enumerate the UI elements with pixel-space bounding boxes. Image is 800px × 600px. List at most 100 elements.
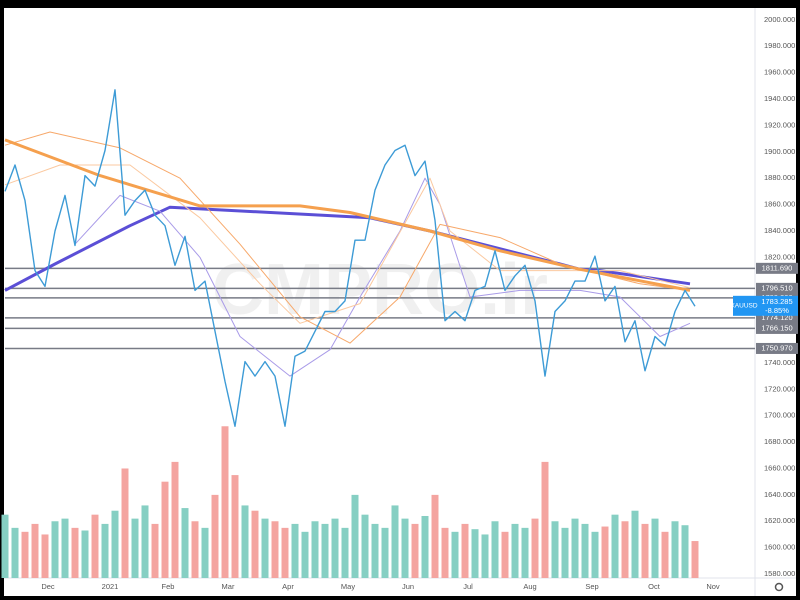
volume-bar <box>421 515 429 578</box>
volume-bar <box>281 527 289 578</box>
volume-bar <box>591 531 599 578</box>
volume-bar <box>291 523 299 578</box>
volume-bar <box>471 529 479 578</box>
volume-bar <box>111 510 119 578</box>
y-tick-label: 1840.000 <box>764 226 795 235</box>
y-tick-label: 1700.000 <box>764 411 795 420</box>
volume-bar <box>551 521 559 578</box>
volume-bar <box>371 523 379 578</box>
volume-bar <box>571 518 579 578</box>
volume-bar <box>611 514 619 578</box>
volume-bar <box>161 481 169 578</box>
volume-bar <box>251 510 259 578</box>
volume-bar <box>271 521 279 578</box>
volume-bar <box>401 518 409 578</box>
current-price-label: 1783.285 <box>761 297 792 306</box>
volume-bar <box>301 531 309 578</box>
y-tick-label: 1880.000 <box>764 173 795 182</box>
volume-bar <box>61 518 69 578</box>
volume-bar <box>491 521 499 578</box>
volume-bar <box>621 521 629 578</box>
volume-bar <box>101 523 109 578</box>
y-tick-label: 1620.000 <box>764 516 795 525</box>
level-label-box <box>756 282 798 294</box>
y-tick-label: 1900.000 <box>764 147 795 156</box>
volume-bar <box>411 523 419 578</box>
y-tick-label: 1580.000 <box>764 569 795 578</box>
y-tick-label: 2000.000 <box>764 15 795 24</box>
volume-bar <box>481 534 489 578</box>
volume-bar <box>311 521 319 578</box>
x-tick-label: Aug <box>523 582 536 591</box>
volume-bar <box>451 531 459 578</box>
volume-bar <box>391 505 399 578</box>
x-tick-label: Mar <box>222 582 235 591</box>
x-tick-label: May <box>341 582 355 591</box>
symbol-label: XAUUSD <box>730 303 757 310</box>
level-label-box <box>756 262 798 274</box>
x-tick-label: 2021 <box>102 582 119 591</box>
volume-bar <box>1 514 9 578</box>
volume-bar <box>201 527 209 578</box>
volume-bar <box>81 530 89 578</box>
chart-background <box>4 8 796 596</box>
series-line <box>4 164 691 324</box>
plot-area <box>1 89 755 578</box>
settings-icon[interactable] <box>774 582 784 592</box>
volume-bar <box>431 494 439 578</box>
volume-bar <box>171 461 179 578</box>
x-tick-label: Nov <box>706 582 720 591</box>
volume-bar <box>241 505 249 578</box>
volume-bar <box>511 523 519 578</box>
volume-bar <box>151 523 159 578</box>
x-tick-label: Feb <box>162 582 175 591</box>
volume-bar <box>331 518 339 578</box>
y-tick-label: 1680.000 <box>764 437 795 446</box>
level-label-box <box>756 312 798 324</box>
volume-bar <box>361 514 369 578</box>
volume-bar <box>131 518 139 578</box>
volume-bar <box>691 541 699 578</box>
y-tick-label: 1600.000 <box>764 543 795 552</box>
level-label-box <box>756 322 798 334</box>
volume-bar <box>321 523 329 578</box>
volume-bar <box>681 525 689 578</box>
gear[interactable] <box>774 582 784 592</box>
level-label: 1796.510 <box>761 283 792 292</box>
level-label: 1774.120 <box>761 313 792 322</box>
volume-bar <box>651 518 659 578</box>
volume-bar <box>191 521 199 578</box>
level-label: 1811.690 <box>762 263 793 272</box>
volume-bar <box>581 523 589 578</box>
volume-bar <box>541 461 549 578</box>
level-label: 1750.970 <box>761 343 792 352</box>
volume-bar <box>211 494 219 578</box>
volume-bar <box>661 531 669 578</box>
volume-bar <box>641 523 649 578</box>
volume-bar <box>601 526 609 578</box>
x-tick-label: Jun <box>402 582 414 591</box>
volume-bar <box>671 521 679 578</box>
volume-bar <box>91 514 99 578</box>
volume-bar <box>221 426 229 578</box>
volume-bar <box>21 531 29 578</box>
volume-bar <box>351 494 359 578</box>
current-change-label: -8.85% <box>765 306 789 315</box>
volume-bar <box>531 518 539 578</box>
volume-bar <box>181 508 189 578</box>
y-tick-label: 1740.000 <box>764 358 795 367</box>
x-tick-label: Apr <box>282 582 294 591</box>
level-label: 1766.150 <box>761 323 792 332</box>
x-tick-label: Oct <box>648 582 661 591</box>
symbol-label-box <box>733 295 798 316</box>
y-tick-label: 1660.000 <box>764 463 795 472</box>
volume-bar <box>521 527 529 578</box>
volume-bar <box>11 527 19 578</box>
volume-bar <box>631 510 639 578</box>
volume-bar <box>561 527 569 578</box>
y-tick-label: 1920.000 <box>764 120 795 129</box>
volume-bar <box>231 475 239 578</box>
volume-bar <box>341 527 349 578</box>
y-tick-label: 1980.000 <box>764 41 795 50</box>
